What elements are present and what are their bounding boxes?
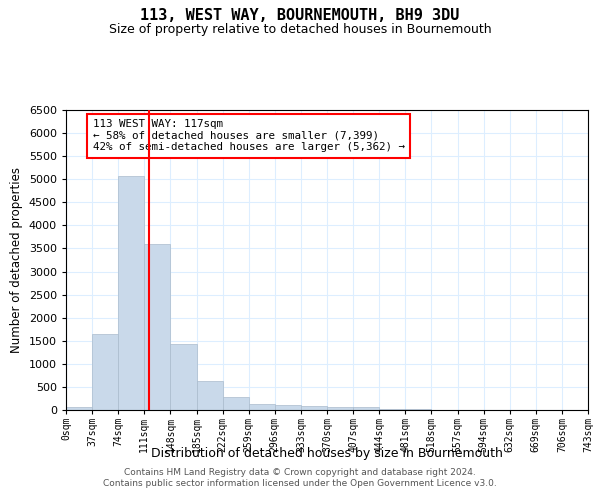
Bar	[301, 406, 327, 410]
Bar	[118, 176, 145, 410]
Text: Distribution of detached houses by size in Bournemouth: Distribution of detached houses by size …	[151, 448, 503, 460]
Y-axis label: Number of detached properties: Number of detached properties	[10, 167, 23, 353]
Text: 113 WEST WAY: 117sqm
← 58% of detached houses are smaller (7,399)
42% of semi-de: 113 WEST WAY: 117sqm ← 58% of detached h…	[93, 119, 405, 152]
Bar	[170, 344, 197, 410]
Text: Size of property relative to detached houses in Bournemouth: Size of property relative to detached ho…	[109, 22, 491, 36]
Text: Contains HM Land Registry data © Crown copyright and database right 2024.
Contai: Contains HM Land Registry data © Crown c…	[103, 468, 497, 487]
Bar	[353, 407, 379, 410]
Bar	[379, 409, 406, 410]
Bar	[275, 404, 301, 410]
Bar	[327, 407, 353, 410]
Text: 113, WEST WAY, BOURNEMOUTH, BH9 3DU: 113, WEST WAY, BOURNEMOUTH, BH9 3DU	[140, 8, 460, 22]
Bar	[92, 334, 118, 410]
Bar	[197, 381, 223, 410]
Bar	[223, 396, 249, 410]
Bar	[145, 244, 170, 410]
Bar	[66, 406, 92, 410]
Bar	[249, 404, 275, 410]
